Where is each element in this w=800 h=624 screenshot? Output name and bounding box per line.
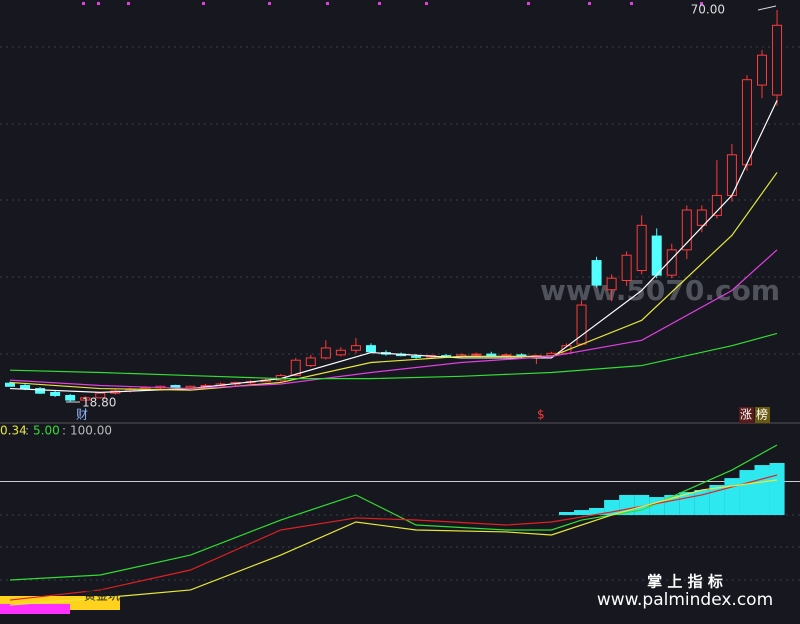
candle-body [757, 54, 767, 86]
indicator-line [9, 172, 778, 391]
low-label: 18.80 [82, 396, 116, 410]
candle-body [696, 209, 707, 226]
watermark: www.5070.com [540, 274, 780, 307]
indicator-value: 5.00 [33, 424, 60, 438]
dot [527, 2, 530, 5]
indicator-value: 100.00 [70, 424, 112, 438]
histogram-bar [558, 512, 575, 516]
dot [630, 2, 633, 5]
badge [739, 407, 754, 423]
candle-body [741, 79, 752, 166]
candle-body [5, 382, 15, 387]
histogram-bar [679, 492, 695, 516]
indicator-value: 0.34 [0, 424, 27, 438]
golden-pit [0, 596, 120, 614]
pit-block [0, 604, 70, 614]
candle-body [50, 391, 61, 396]
candle-body [185, 385, 196, 389]
candle-body [621, 254, 632, 282]
candle-body [365, 345, 376, 353]
indicator-line [9, 249, 778, 390]
candle-body [636, 224, 647, 272]
marks [0, 9, 800, 606]
dot [378, 2, 381, 5]
separator: : [25, 424, 29, 438]
candle-body [486, 353, 497, 357]
candle-body [335, 349, 346, 356]
dot [588, 2, 591, 5]
candle-body [350, 345, 361, 351]
dot [97, 2, 100, 5]
dot [425, 2, 428, 5]
badge [755, 407, 770, 423]
candle-body [95, 392, 106, 399]
dot [127, 2, 130, 5]
candle-body [20, 385, 31, 390]
dot [700, 2, 703, 5]
pit-label: 黄金坑 [84, 588, 120, 603]
histogram-bar [754, 465, 770, 516]
dot [202, 2, 205, 5]
candle-body [501, 354, 512, 357]
candle-body [666, 249, 677, 276]
high-label: 70.00 [691, 3, 725, 17]
candle-body [681, 209, 692, 251]
histogram-bar [574, 510, 590, 516]
histogram-bar [739, 470, 755, 516]
candle-body [651, 235, 662, 276]
candle-body [591, 260, 602, 286]
top-dots [82, 2, 703, 5]
candle-body [290, 359, 301, 377]
separator: : [62, 424, 66, 438]
candle-body [411, 355, 422, 358]
candle-body [711, 194, 722, 216]
event-marker: 涨 [740, 407, 752, 422]
indicator-line [9, 100, 778, 394]
candle-body [305, 357, 316, 367]
histogram-bar [769, 462, 785, 516]
indicator-line [9, 332, 778, 380]
candle-body [606, 277, 617, 291]
candle-body [65, 394, 76, 401]
candle-body [320, 347, 331, 359]
indicator-line [9, 479, 778, 606]
histogram-bar [634, 494, 650, 516]
histogram-bar [724, 478, 740, 516]
indicator-line [9, 444, 778, 581]
histogram-bar [589, 507, 605, 516]
event-marker: 财 [76, 408, 88, 422]
event-marker: 榜 [756, 407, 768, 422]
site: www.palmindex.com [597, 590, 773, 610]
brand: 掌 上 指 标 [647, 573, 723, 591]
high-arrow [757, 5, 777, 11]
dot [82, 2, 85, 5]
event-marker: $ [537, 408, 545, 422]
candle-body [35, 388, 46, 394]
candle-body [471, 353, 482, 356]
dot [326, 2, 329, 5]
candle-body [772, 24, 783, 96]
candle-body [80, 397, 91, 401]
dot [268, 2, 271, 5]
